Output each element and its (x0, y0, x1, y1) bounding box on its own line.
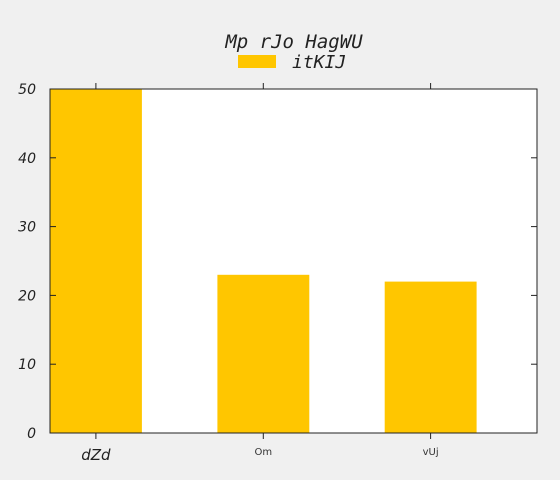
y-tick-label: 40 (18, 151, 36, 167)
y-tick-label: 0 (27, 426, 36, 442)
y-tick-label: 50 (18, 82, 36, 98)
bars-group (50, 89, 477, 433)
x-tick-label: vUj (423, 447, 439, 458)
bar-dZd (50, 89, 142, 433)
y-tick-label: 30 (18, 220, 36, 236)
legend: itKIJ (238, 52, 346, 73)
x-tick-label: Om (254, 447, 272, 458)
y-axis: 0 10 20 30 40 50 (18, 82, 537, 442)
legend-label: itKIJ (292, 52, 346, 73)
y-tick-label: 10 (18, 357, 36, 373)
legend-swatch (238, 55, 276, 68)
x-tick-label: dZd (81, 446, 111, 464)
chart-title: Mp rJo HagWU (224, 31, 363, 53)
y-tick-label: 20 (18, 288, 36, 304)
x-axis: dZd Om vUj (81, 83, 439, 464)
plot-frame (49, 88, 538, 434)
bar-Om (217, 274, 310, 433)
bar-vUj (384, 281, 477, 433)
